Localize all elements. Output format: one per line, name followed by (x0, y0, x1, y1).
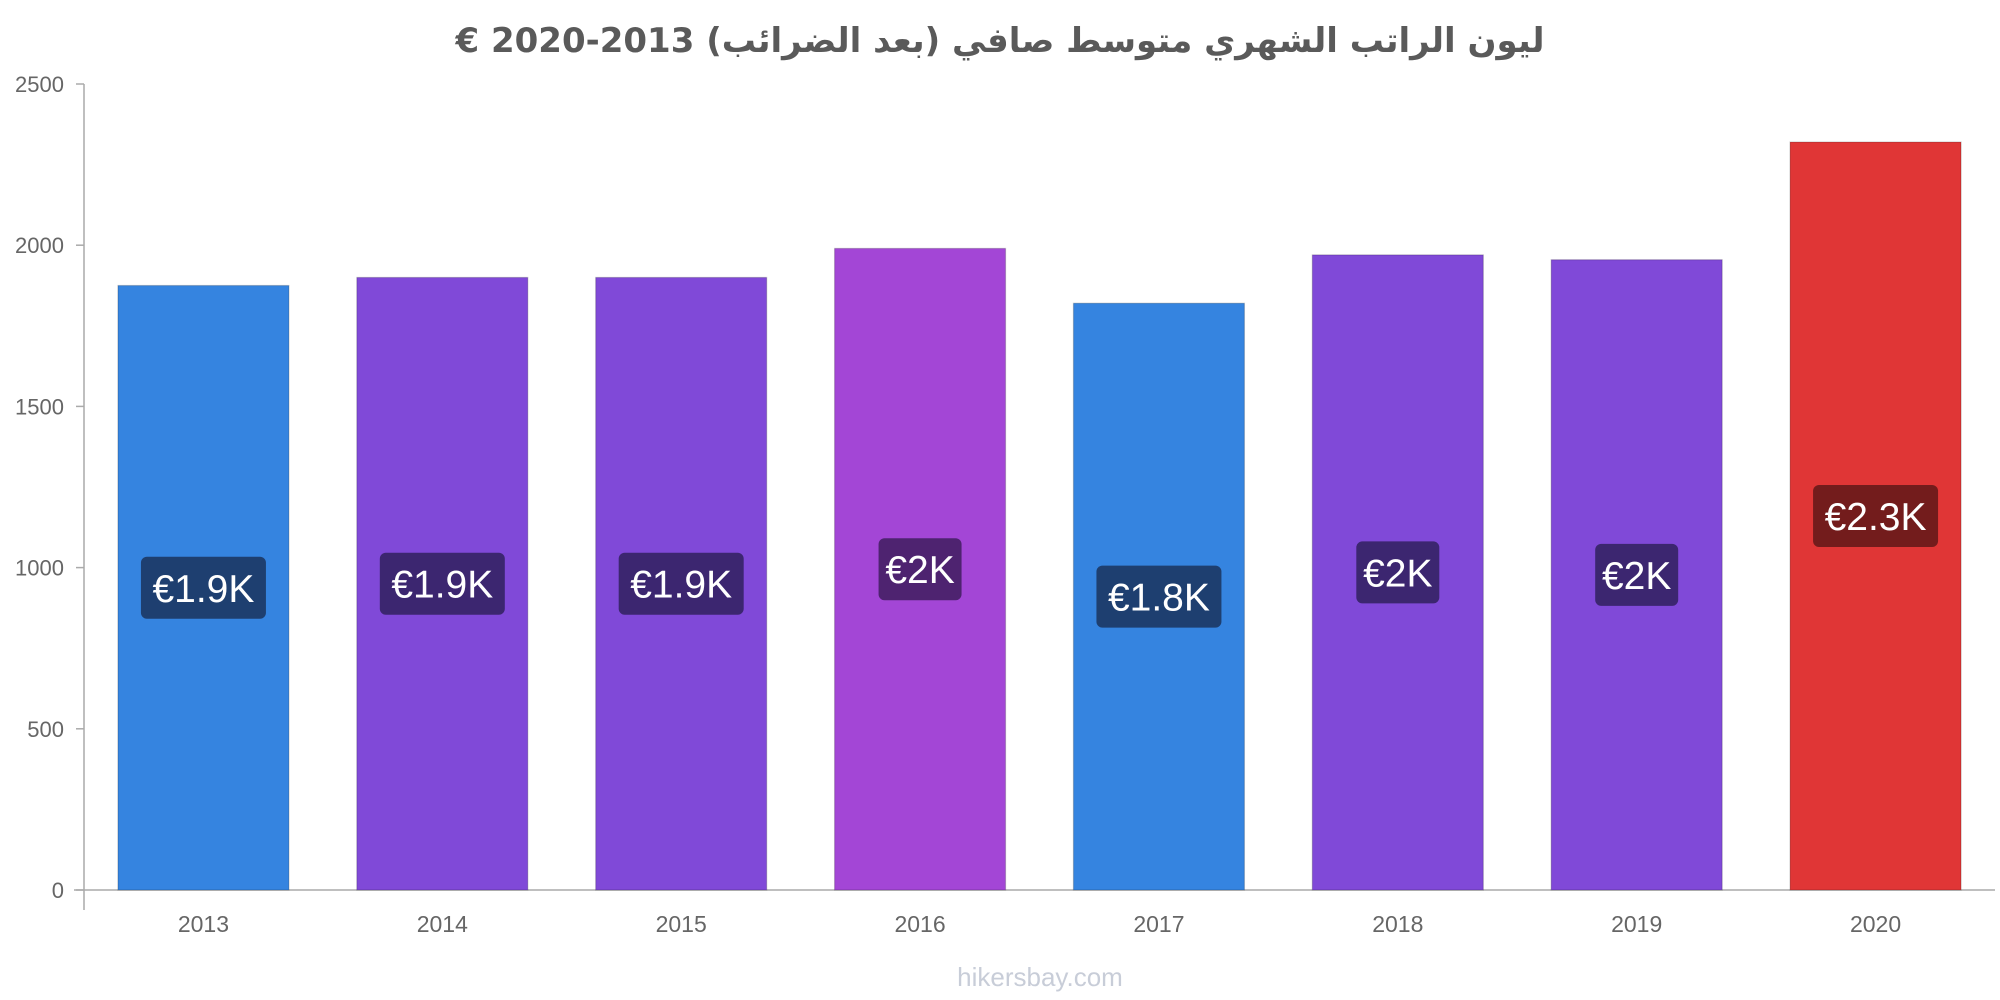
data-label-2016: €2K (878, 538, 962, 601)
data-label-box (1096, 565, 1222, 628)
data-label-2015: €1.9K (618, 552, 744, 615)
y-tick-label: 2500 (15, 72, 64, 97)
x-tick-label: 2013 (178, 911, 229, 937)
y-tick-label: 1000 (15, 556, 64, 581)
data-label-box (1595, 543, 1679, 606)
data-label-box (878, 538, 962, 601)
y-tick-label: 500 (27, 717, 64, 742)
data-label-box (618, 552, 744, 615)
y-tick-label: 0 (52, 878, 64, 903)
x-tick-label: 2016 (894, 911, 945, 937)
data-label-text: €2K (1602, 555, 1671, 598)
chart-title: ليون الراتب الشهري متوسط صافي (بعد الضرا… (454, 21, 1544, 61)
data-label-text: €1.9K (391, 564, 493, 607)
data-label-box (140, 556, 266, 619)
data-labels: €1.9K €1.9K €1.9K €2K €1.8K €2K €2K €2.3K (140, 485, 1939, 628)
y-tick-label: 2000 (15, 233, 64, 258)
x-tick-label: 2017 (1133, 911, 1184, 937)
data-label-text: €1.9K (152, 568, 254, 611)
y-tick-label: 1500 (15, 394, 64, 419)
data-label-box (1813, 485, 1939, 548)
x-tick-label: 2020 (1850, 911, 1901, 937)
data-label-2019: €2K (1595, 543, 1679, 606)
x-tick-label: 2019 (1611, 911, 1662, 937)
x-axis: 2013 2014 2015 2016 2017 2018 2019 2020 (74, 889, 1995, 937)
data-label-2017: €1.8K (1096, 565, 1222, 628)
data-label-2014: €1.9K (379, 552, 505, 615)
bars (117, 141, 1962, 891)
data-label-text: €2K (885, 549, 954, 592)
data-label-box (379, 552, 505, 615)
data-label-text: €1.9K (630, 564, 732, 607)
data-label-text: €2K (1363, 552, 1432, 595)
x-tick-label: 2015 (656, 911, 707, 937)
data-label-2013: €1.9K (140, 556, 266, 619)
data-label-text: €1.8K (1108, 577, 1210, 620)
y-axis: 0 500 1000 1500 2000 2500 (15, 72, 85, 910)
data-label-box (1356, 541, 1440, 604)
watermark: hikersbay.com (957, 962, 1123, 992)
data-label-text: €2.3K (1825, 496, 1927, 539)
x-tick-label: 2018 (1372, 911, 1423, 937)
data-label-2018: €2K (1356, 541, 1440, 604)
data-label-2020: €2.3K (1813, 485, 1939, 548)
x-tick-label: 2014 (417, 911, 468, 937)
